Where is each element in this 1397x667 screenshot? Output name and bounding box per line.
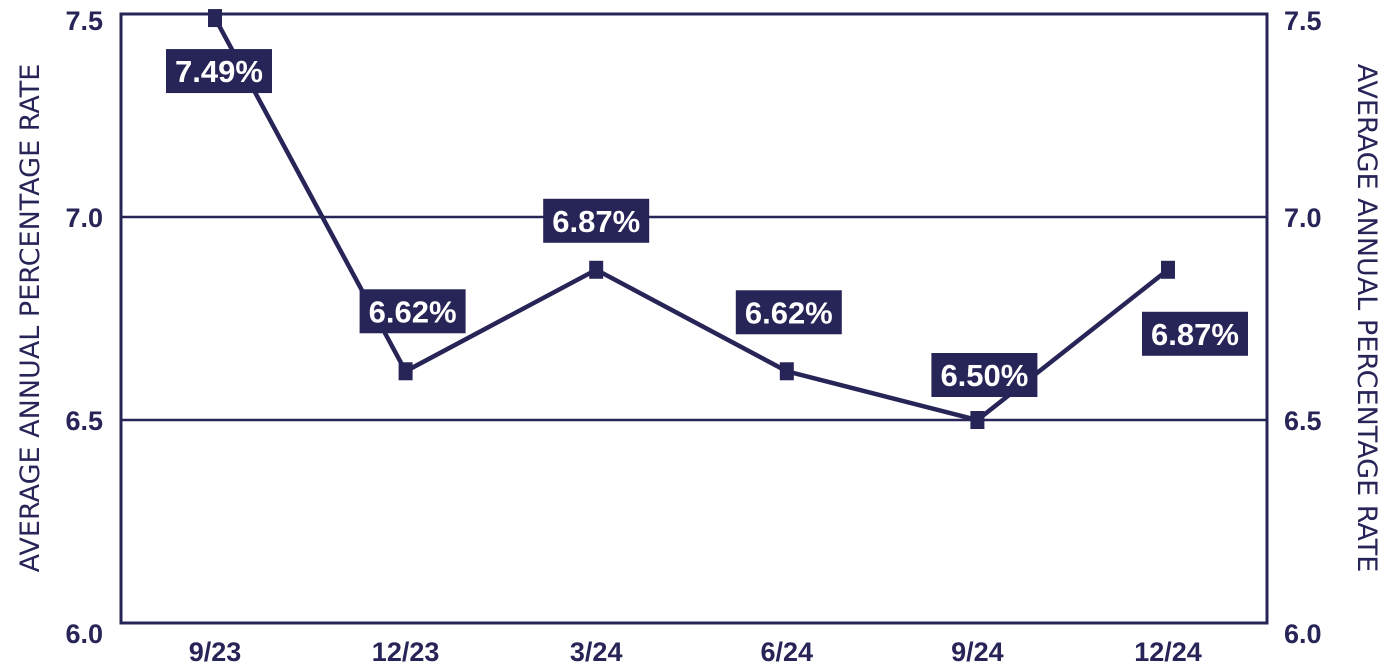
data-point-marker (779, 362, 794, 381)
data-label-box (735, 290, 842, 335)
data-label-text: 7.49% (175, 54, 263, 89)
x-tick-label: 12/24 (1134, 637, 1202, 667)
data-label: 6.62% (359, 289, 466, 334)
y-tick-label-left: 7.5 (65, 6, 103, 36)
y-tick-label-left: 6.0 (65, 619, 103, 649)
y-tick-label-right: 6.0 (1284, 619, 1322, 649)
y-axis-right-ticks: 6.0 6.5 7.0 7.5 (1284, 6, 1322, 649)
y-tick-label-left: 7.0 (65, 203, 103, 233)
data-point-marker (398, 362, 413, 381)
y-tick-label-right: 7.5 (1284, 6, 1322, 36)
data-labels: 7.49% 6.62% 6.87% 6.62% 6.50% 6.87% (166, 49, 1248, 397)
x-tick-label: 9/24 (951, 637, 1004, 667)
x-tick-label: 12/23 (372, 637, 440, 667)
data-label-text: 6.62% (745, 295, 833, 330)
data-label: 6.50% (931, 353, 1038, 397)
data-label-box (359, 289, 466, 334)
x-axis-ticks: 9/23 12/23 3/24 6/24 9/24 12/24 (189, 637, 1202, 667)
x-tick-label: 9/23 (189, 637, 242, 667)
y-tick-label-left: 6.5 (65, 406, 103, 436)
data-point-marker (1161, 260, 1175, 279)
gridlines (121, 215, 1267, 422)
data-point-marker (208, 9, 222, 28)
data-label-box (931, 353, 1038, 397)
y-axis-title-left: AVERAGE ANNUAL PERCENTAGE RATE (15, 64, 46, 573)
data-label-box (1142, 311, 1248, 356)
data-label-text: 6.50% (940, 358, 1028, 393)
data-label: 7.49% (166, 49, 272, 94)
data-label-box (543, 198, 650, 243)
y-tick-label-right: 6.5 (1284, 406, 1322, 436)
plot-frame (119, 12, 1269, 625)
data-label-text: 6.87% (552, 204, 640, 239)
y-axis-left-ticks: 6.0 6.5 7.0 7.5 (65, 6, 103, 649)
y-axis-title-right: AVERAGE ANNUAL PERCENTAGE RATE (1351, 64, 1382, 573)
data-label-text: 6.87% (1151, 317, 1239, 352)
data-point-marker (970, 411, 985, 429)
data-label: 6.87% (1142, 311, 1248, 356)
data-label-box (166, 49, 272, 94)
data-label: 6.87% (543, 198, 650, 243)
data-label-text: 6.62% (369, 294, 457, 329)
x-tick-label: 6/24 (761, 637, 814, 667)
y-tick-label-right: 7.0 (1284, 203, 1322, 233)
data-label: 6.62% (735, 290, 842, 335)
x-tick-label: 3/24 (570, 637, 623, 667)
data-point-marker (589, 260, 604, 279)
